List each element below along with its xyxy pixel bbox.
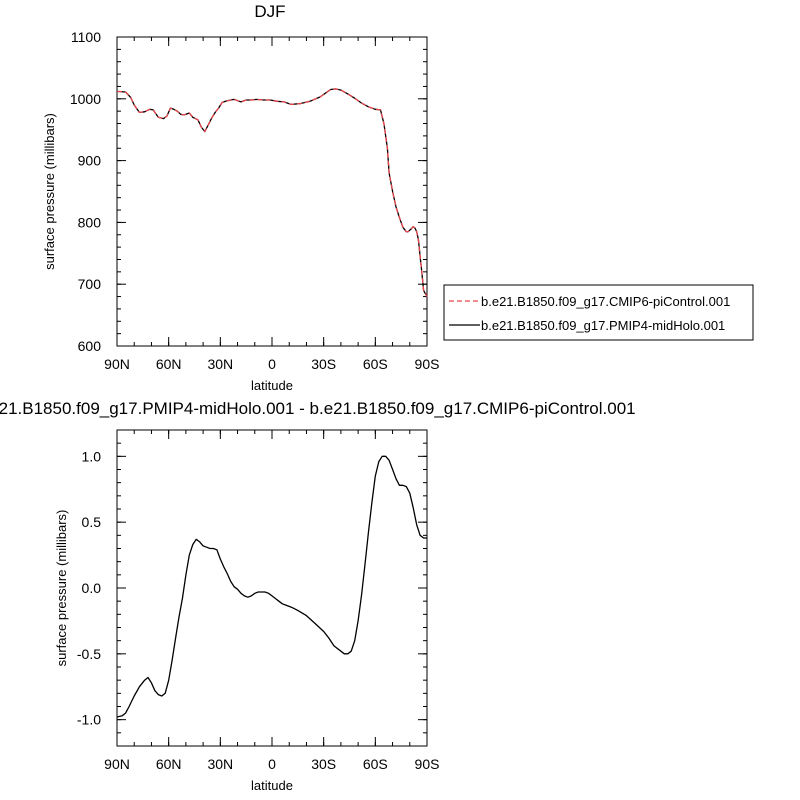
x-tick-label: 60N	[156, 756, 182, 772]
x-tick-label: 90N	[104, 756, 130, 772]
legend-box	[443, 284, 754, 341]
top-chart-title: DJF	[254, 2, 286, 21]
top-chart-panel: 90N 60N 30N 0 30S 60S 90S 600 700 800 900 1000 1100 l…	[42, 29, 439, 393]
plot-frame	[116, 429, 428, 747]
legend-label: b.e21.B1850.f09_g17.CMIP6-piControl.001	[481, 294, 730, 309]
y-tick-label: 700	[78, 276, 102, 292]
x-axis-label: latitude	[251, 378, 293, 393]
x-tick-label: 90N	[104, 356, 130, 372]
y-tick-label: 0.0	[82, 580, 102, 596]
x-tick-label: 60S	[363, 756, 388, 772]
y-tick-label: 0.5	[82, 514, 102, 530]
y-tick-label: 800	[78, 214, 102, 230]
series-line	[116, 88, 428, 297]
y-tick-label: 1000	[70, 91, 101, 107]
x-tick-label: 90S	[415, 356, 440, 372]
x-tick-label: 30N	[207, 756, 233, 772]
y-tick-label: 1100	[71, 29, 101, 45]
series-line	[116, 88, 428, 297]
x-tick-label: 30N	[207, 356, 233, 372]
x-tick-label: 30S	[311, 756, 336, 772]
bottom-chart-panel: 90N 60N 30N 0 30S 60S 90S -1.0 -0.5 0.0 0.5 1.0 lati…	[54, 429, 440, 793]
y-tick-label: -0.5	[77, 646, 101, 662]
x-tick-label: 60N	[156, 356, 182, 372]
series-line	[116, 455, 427, 718]
x-tick-label: 0	[268, 356, 276, 372]
bottom-chart-title: b.e21.B1850.f09_g17.PMIP4-midHolo.001 - …	[0, 399, 636, 418]
x-tick-label: 60S	[363, 356, 388, 372]
x-axis-label: latitude	[251, 778, 293, 793]
y-tick-label: 900	[78, 153, 102, 169]
plot-frame	[116, 36, 428, 347]
y-axis-label: surface pressure (millibars)	[54, 510, 69, 667]
y-tick-label: -1.0	[77, 712, 101, 728]
y-axis-label: surface pressure (millibars)	[42, 113, 57, 270]
x-tick-label: 0	[268, 756, 276, 772]
x-tick-label: 30S	[311, 356, 336, 372]
legend: b.e21.B1850.f09_g17.CMIP6-piControl.001b…	[443, 284, 754, 341]
legend-label: b.e21.B1850.f09_g17.PMIP4-midHolo.001	[481, 318, 725, 333]
y-tick-label: 600	[78, 338, 102, 354]
x-tick-label: 90S	[415, 756, 440, 772]
y-tick-label: 1.0	[82, 448, 102, 464]
